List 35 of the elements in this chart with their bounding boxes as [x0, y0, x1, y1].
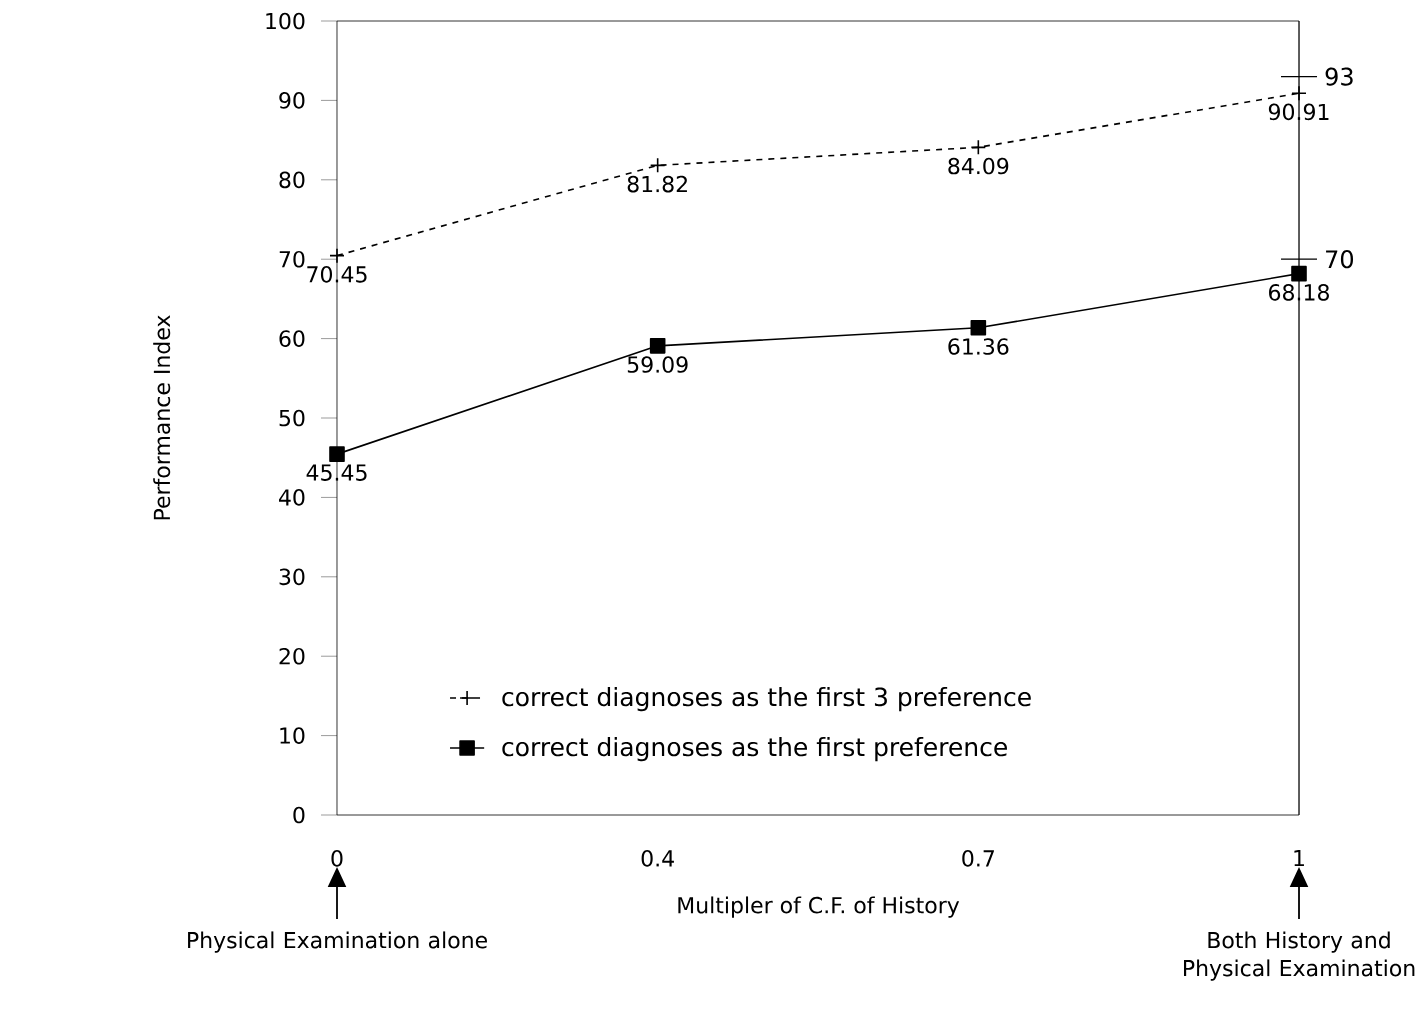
y-tick-label: 20 [279, 647, 305, 665]
data-label: 45.45 [306, 464, 367, 481]
point [970, 139, 987, 156]
y-tick-label: 40 [279, 489, 305, 506]
y-tick-label: 0 [293, 806, 305, 824]
point [329, 446, 345, 462]
y-axis-title: Performance Index [153, 315, 171, 520]
x-tick-label: 0.7 [962, 850, 994, 867]
y-tick-label: 90 [279, 92, 305, 109]
legend-label: correct diagnoses as the first 3 preference [502, 686, 1031, 712]
point [649, 338, 666, 354]
y-tick-label: 60 [279, 330, 305, 347]
x-tick-label: 0.4 [641, 850, 674, 867]
text: Physical Examination alone [188, 931, 487, 953]
y-tick-label: 10 [280, 727, 305, 744]
data-label: 61.36 [948, 338, 1009, 355]
y-tick-label: 50 [279, 409, 305, 427]
y-tick-label: 100 [266, 12, 305, 30]
y2-tick-label: 70 [1326, 250, 1354, 269]
data-label: 59.09 [627, 356, 688, 373]
x-tick-label: 1 [1294, 850, 1304, 867]
point [649, 157, 666, 174]
legend-label: correct diagnoses as the first preference [502, 736, 1007, 762]
y-tick-label: 70 [279, 250, 305, 268]
x-tick-label: 0 [331, 850, 343, 867]
y-tick-label: 30 [279, 568, 305, 586]
data-label: 84.09 [948, 157, 1009, 175]
point [329, 247, 345, 264]
data-label: 70.45 [307, 266, 367, 283]
data-label: 81.82 [627, 175, 687, 193]
point [970, 320, 987, 336]
text: Both History and Physical Examination [1184, 931, 1415, 981]
y2-tick-label: 93 [1325, 67, 1353, 86]
y-tick-label: 80 [279, 171, 305, 189]
x-axis-title: Multipler of C.F. of History [678, 896, 960, 918]
